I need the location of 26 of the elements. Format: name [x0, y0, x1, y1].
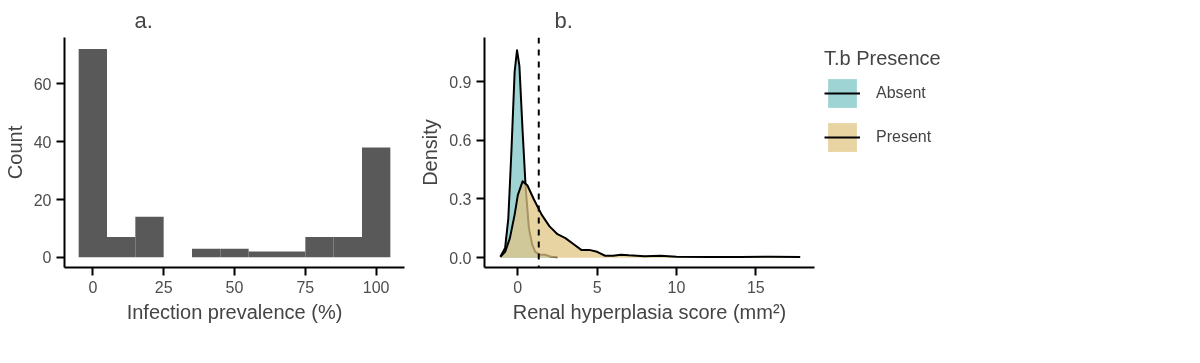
- x-axis-title: Infection prevalence (%): [126, 300, 343, 323]
- x-tick-label: 25: [154, 278, 173, 296]
- y-tick-label: 60: [33, 75, 52, 93]
- legend-label: Absent: [876, 84, 926, 102]
- y-tick-label: 0.0: [449, 249, 472, 267]
- x-tick-label: 0: [88, 278, 98, 296]
- y-tick-label: 40: [33, 133, 52, 151]
- y-tick-label: 0: [42, 249, 52, 267]
- x-tick-label: 15: [746, 278, 765, 296]
- y-axis-title: Count: [3, 125, 26, 180]
- x-tick-label: 50: [225, 278, 244, 296]
- legend-title: T.b Presence: [824, 47, 941, 70]
- y-tick-label: 0.3: [449, 190, 472, 208]
- chart-title: b.: [554, 7, 573, 33]
- chart-title: a.: [134, 7, 153, 33]
- x-tick-label: 0: [513, 278, 523, 296]
- x-tick-label: 10: [667, 278, 686, 296]
- legend-label: Present: [876, 128, 932, 146]
- y-tick-label: 0.9: [449, 73, 472, 91]
- x-axis-title: Renal hyperplasia score (mm²): [512, 300, 787, 323]
- y-tick-label: 20: [33, 191, 52, 209]
- y-tick-label: 0.6: [449, 132, 472, 150]
- x-tick-label: 100: [362, 278, 390, 296]
- x-tick-label: 5: [592, 278, 602, 296]
- x-tick-label: 75: [296, 278, 315, 296]
- y-axis-title: Density: [419, 119, 442, 186]
